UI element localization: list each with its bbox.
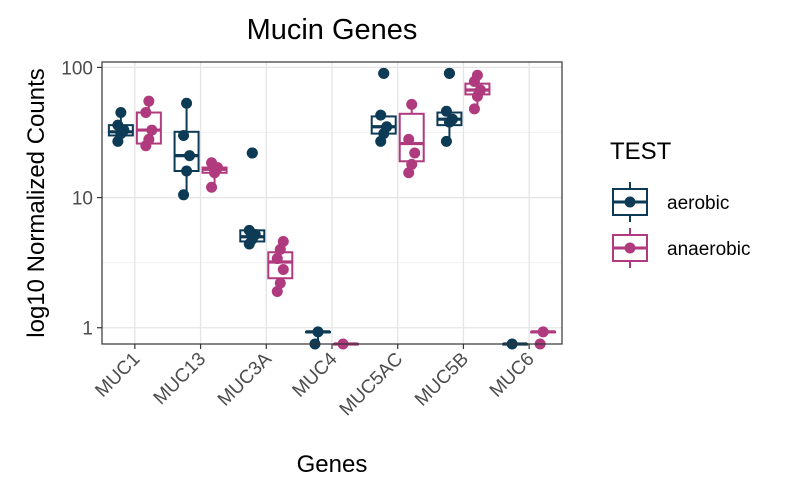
- y-axis-title: log10 Normalized Counts: [23, 68, 50, 337]
- legend-key-point: [624, 196, 636, 208]
- y-tick-label: 1: [82, 319, 93, 340]
- data-point-anaerobic: [468, 103, 480, 115]
- data-point-anaerobic: [474, 84, 486, 96]
- data-point-aerobic: [381, 121, 393, 133]
- x-tick-label: MUC5B: [411, 349, 473, 411]
- data-point-aerobic: [178, 129, 190, 141]
- x-tick-label: MUC6: [486, 349, 539, 402]
- legend: TEST aerobic anaerobic: [610, 138, 750, 268]
- data-point-aerobic: [115, 107, 127, 119]
- data-point-anaerobic: [274, 277, 286, 289]
- data-point-anaerobic: [143, 95, 155, 107]
- data-point-anaerobic: [140, 107, 152, 119]
- data-point-aerobic: [440, 105, 452, 117]
- x-tick-label: MUC13: [150, 349, 210, 409]
- data-point-aerobic: [375, 109, 387, 121]
- data-point-anaerobic: [406, 98, 418, 110]
- x-tick-label: MUC3A: [214, 348, 276, 410]
- y-tick-label: 100: [61, 58, 93, 79]
- data-point-anaerobic: [537, 326, 549, 338]
- data-point-anaerobic: [403, 167, 415, 179]
- chart-title: Mucin Genes: [247, 14, 418, 46]
- data-point-aerobic: [440, 135, 452, 147]
- data-point-aerobic: [184, 150, 196, 162]
- y-axis: 1 10 100: [61, 58, 102, 340]
- y-tick-label: 10: [72, 189, 93, 210]
- x-tick-label: MUC5AC: [336, 349, 408, 421]
- legend-label: aerobic: [667, 193, 729, 214]
- data-point-anaerobic: [471, 69, 483, 81]
- data-point-aerobic: [246, 147, 258, 159]
- data-point-aerobic: [181, 97, 193, 109]
- data-point-anaerobic: [403, 133, 415, 145]
- data-point-aerobic: [443, 67, 455, 79]
- data-point-aerobic: [112, 119, 124, 131]
- data-point-aerobic: [378, 67, 390, 79]
- points: [112, 67, 549, 350]
- legend-title: TEST: [610, 138, 672, 165]
- x-axis-title: Genes: [297, 451, 368, 478]
- data-point-anaerobic: [146, 124, 158, 136]
- data-point-anaerobic: [206, 181, 218, 193]
- data-point-anaerobic: [277, 264, 289, 276]
- legend-item-aerobic: aerobic: [612, 182, 729, 222]
- x-tick-label: MUC1: [91, 349, 144, 402]
- data-point-anaerobic: [206, 157, 218, 169]
- data-point-aerobic: [312, 326, 324, 338]
- legend-key-point: [624, 242, 636, 254]
- data-point-anaerobic: [271, 253, 283, 265]
- data-point-aerobic: [181, 165, 193, 177]
- x-tick-label: MUC4: [289, 348, 342, 401]
- data-point-aerobic: [243, 224, 255, 236]
- legend-item-anaerobic: anaerobic: [612, 228, 750, 268]
- data-point-aerobic: [178, 189, 190, 201]
- data-point-anaerobic: [277, 235, 289, 247]
- legend-label: anaerobic: [667, 239, 750, 260]
- grid: [102, 62, 562, 344]
- data-point-anaerobic: [143, 133, 155, 145]
- data-point-anaerobic: [271, 285, 283, 297]
- data-point-aerobic: [446, 113, 458, 125]
- data-point-anaerobic: [409, 147, 421, 159]
- data-point-anaerobic: [406, 158, 418, 170]
